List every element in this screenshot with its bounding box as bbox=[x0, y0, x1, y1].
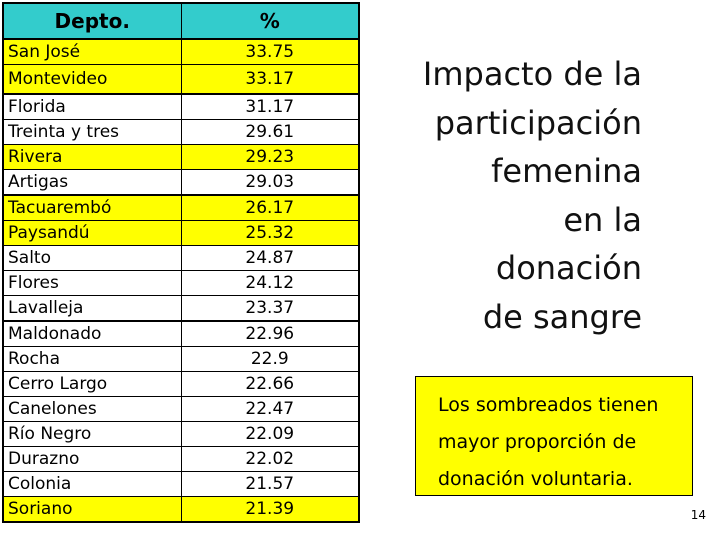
title-line: en la bbox=[563, 200, 642, 239]
depto-cell: Tacuarembó bbox=[2, 194, 182, 221]
page-number: 14 bbox=[690, 508, 706, 522]
header-percent: % bbox=[180, 2, 360, 40]
depto-cell: Paysandú bbox=[2, 220, 182, 246]
depto-cell: Maldonado bbox=[2, 320, 182, 347]
depto-cell: Durazno bbox=[2, 446, 182, 472]
title-line: Impacto de la bbox=[422, 55, 642, 93]
depto-cell: Salto bbox=[2, 245, 182, 271]
depto-cell: Rivera bbox=[2, 144, 182, 170]
table-row: Canelones 22.47 bbox=[2, 396, 360, 422]
title-line: participación bbox=[434, 103, 642, 142]
depto-cell: Treinta y tres bbox=[2, 119, 182, 145]
table-row: Maldonado 22.96 bbox=[2, 320, 360, 347]
percent-cell: 22.02 bbox=[180, 446, 360, 472]
percent-cell: 22.09 bbox=[180, 421, 360, 447]
note-line: Los sombreados tienen bbox=[438, 394, 659, 416]
table-row: Cerro Largo 22.66 bbox=[2, 371, 360, 397]
note-line: mayor proporción de bbox=[438, 431, 637, 453]
depto-cell: Lavalleja bbox=[2, 295, 182, 322]
percent-cell: 22.96 bbox=[180, 320, 360, 347]
table-row: Treinta y tres 29.61 bbox=[2, 119, 360, 145]
title-line: femenina bbox=[491, 152, 642, 190]
percent-cell: 31.17 bbox=[180, 93, 360, 120]
depto-cell: San José bbox=[2, 38, 182, 65]
percent-cell: 23.37 bbox=[180, 295, 360, 322]
header-depto: Depto. bbox=[2, 2, 182, 40]
percent-cell: 25.32 bbox=[180, 220, 360, 246]
depto-cell: Cerro Largo bbox=[2, 371, 182, 397]
table-row: Durazno 22.02 bbox=[2, 446, 360, 472]
note-line: donación voluntaria. bbox=[438, 468, 633, 490]
depto-cell: Artigas bbox=[2, 169, 182, 196]
table-row: Flores 24.12 bbox=[2, 270, 360, 296]
table-row: Río Negro 22.09 bbox=[2, 421, 360, 447]
table-row: Florida 31.17 bbox=[2, 93, 360, 120]
percent-cell: 22.66 bbox=[180, 371, 360, 397]
depto-cell: Canelones bbox=[2, 396, 182, 422]
percent-cell: 26.17 bbox=[180, 194, 360, 221]
slide-title: Impacto de la participación femenina en … bbox=[362, 50, 642, 341]
table-row: Paysandú 25.32 bbox=[2, 220, 360, 246]
percent-cell: 21.57 bbox=[180, 471, 360, 497]
table-row: Salto 24.87 bbox=[2, 245, 360, 271]
percent-cell: 21.39 bbox=[180, 496, 360, 523]
department-table: Depto. % San José 33.75 Montevideo 33.17 Flo… bbox=[2, 2, 360, 523]
depto-cell: Rocha bbox=[2, 346, 182, 372]
table-header-row: Depto. % bbox=[2, 2, 360, 40]
percent-cell: 22.9 bbox=[180, 346, 360, 372]
depto-cell: Montevideo bbox=[2, 64, 182, 95]
depto-cell: Florida bbox=[2, 93, 182, 120]
percent-cell: 24.87 bbox=[180, 245, 360, 271]
depto-cell: Colonia bbox=[2, 471, 182, 497]
depto-cell: Soriano bbox=[2, 496, 182, 523]
title-line: donación bbox=[495, 249, 642, 287]
percent-cell: 33.17 bbox=[180, 64, 360, 95]
table-row: Tacuarembó 26.17 bbox=[2, 194, 360, 221]
percent-cell: 22.47 bbox=[180, 396, 360, 422]
title-line: de sangre bbox=[482, 297, 642, 336]
table-row: Soriano 21.39 bbox=[2, 496, 360, 523]
table-row: Rivera 29.23 bbox=[2, 144, 360, 170]
table-row: Colonia 21.57 bbox=[2, 471, 360, 497]
percent-cell: 29.03 bbox=[180, 169, 360, 196]
percent-cell: 24.12 bbox=[180, 270, 360, 296]
table-row: Lavalleja 23.37 bbox=[2, 295, 360, 322]
depto-cell: Río Negro bbox=[2, 421, 182, 447]
percent-cell: 29.23 bbox=[180, 144, 360, 170]
table-row: Montevideo 33.17 bbox=[2, 64, 360, 95]
table-row: San José 33.75 bbox=[2, 38, 360, 65]
table-row: Rocha 22.9 bbox=[2, 346, 360, 372]
percent-cell: 29.61 bbox=[180, 119, 360, 145]
highlight-note-box: Los sombreados tienen mayor proporción d… bbox=[415, 376, 693, 496]
table-row: Artigas 29.03 bbox=[2, 169, 360, 196]
percent-cell: 33.75 bbox=[180, 38, 360, 65]
depto-cell: Flores bbox=[2, 270, 182, 296]
